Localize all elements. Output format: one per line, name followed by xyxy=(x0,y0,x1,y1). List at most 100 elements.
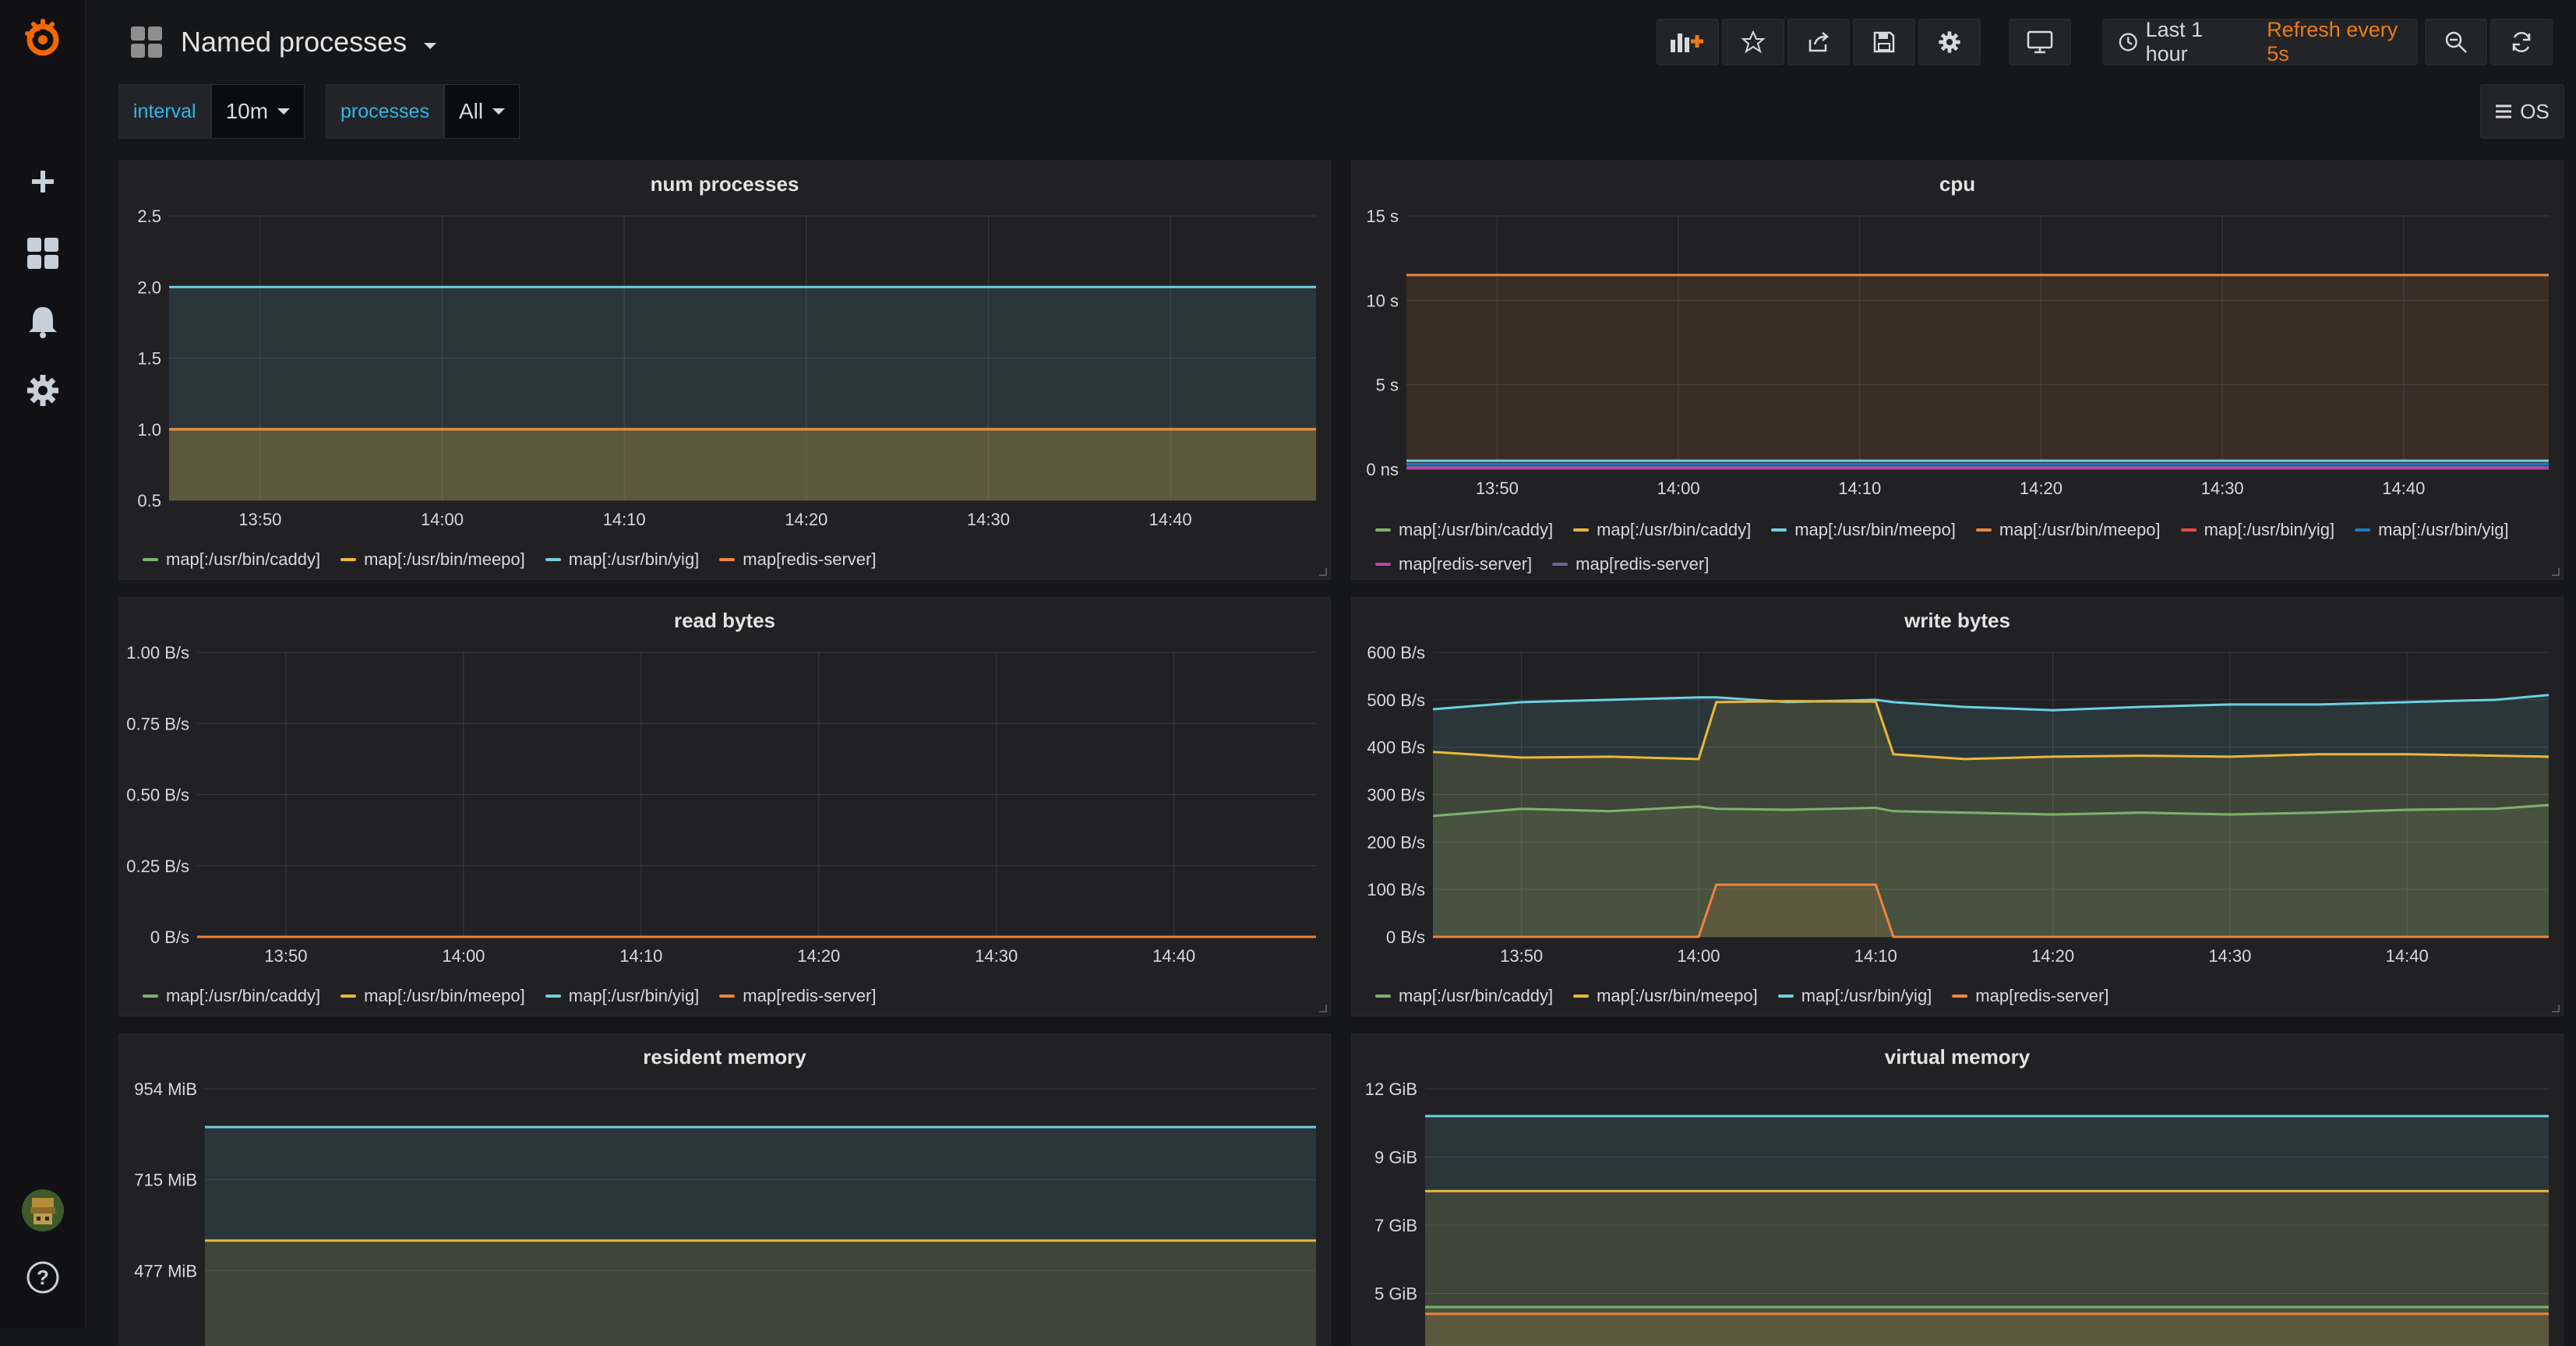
dashboard-title-button[interactable]: Named processes xyxy=(129,22,437,62)
chart[interactable]: 0 B/s 100 B/s 200 B/s 300 B/s 400 B/s 500 B/s… xyxy=(1352,598,2564,972)
zoom-out-button[interactable] xyxy=(2425,19,2487,65)
x-tick-label: 13:50 xyxy=(238,510,281,529)
legend-item[interactable]: map[redis-server] xyxy=(719,549,876,570)
resize-handle[interactable] xyxy=(1319,1005,1327,1012)
legend-item[interactable]: map[:/usr/bin/meepo] xyxy=(1771,520,1956,540)
x-tick-label: 14:30 xyxy=(2208,946,2251,966)
dashboard-title: Named processes xyxy=(181,26,408,58)
panel-title[interactable]: write bytes xyxy=(1904,609,2010,632)
gear-icon[interactable] xyxy=(0,363,86,418)
legend: map[:/usr/bin/caddy] map[:/usr/bin/meepo]… xyxy=(143,986,876,1006)
y-tick-label: 477 MiB xyxy=(134,1261,197,1281)
resize-handle[interactable] xyxy=(2552,1005,2560,1012)
panel-num-processes[interactable]: num processes 0.5 1.0 1.5 2.0 2.5 13:50 14:00 1… xyxy=(118,161,1331,580)
legend: map[:/usr/bin/caddy] map[:/usr/bin/meepo]… xyxy=(143,549,876,570)
panel-title[interactable]: resident memory xyxy=(643,1045,806,1069)
settings-button[interactable] xyxy=(1918,19,1981,65)
plus-icon[interactable] xyxy=(0,154,86,209)
x-tick-label: 14:40 xyxy=(1152,946,1195,966)
legend-item[interactable]: map[redis-server] xyxy=(1952,986,2108,1006)
legend-item[interactable]: map[redis-server] xyxy=(1552,554,1709,574)
legend-item[interactable]: map[:/usr/bin/caddy] xyxy=(143,549,320,570)
clock-icon xyxy=(2119,33,2137,51)
grafana-logo-icon[interactable] xyxy=(0,11,86,65)
legend-item[interactable]: map[:/usr/bin/yig] xyxy=(2355,520,2509,540)
series-line xyxy=(1432,694,2550,712)
legend-item[interactable]: map[:/usr/bin/yig] xyxy=(545,549,699,570)
avatar-icon[interactable] xyxy=(0,1183,86,1238)
refresh-button[interactable] xyxy=(2490,19,2553,65)
legend-swatch xyxy=(545,558,561,561)
legend-label: map[:/usr/bin/caddy] xyxy=(1399,986,1554,1005)
panel-cpu[interactable]: cpu 0 ns 5 s 10 s 15 s 13:50 14:00 14:10 14:20 1… xyxy=(1351,161,2564,580)
panel-title[interactable]: cpu xyxy=(1939,172,1976,196)
legend-item[interactable]: map[:/usr/bin/yig] xyxy=(545,986,699,1006)
x-tick-label: 14:20 xyxy=(2020,479,2063,498)
panel-title[interactable]: num processes xyxy=(650,172,799,196)
series-area xyxy=(169,287,1316,500)
legend-swatch xyxy=(341,994,357,998)
legend-item[interactable]: map[:/usr/bin/meepo] xyxy=(341,549,525,570)
legend-item[interactable]: map[:/usr/bin/caddy] xyxy=(143,986,320,1006)
legend-label: map[redis-server] xyxy=(1399,554,1533,574)
y-tick-label: 200 B/s xyxy=(1367,832,1425,852)
panel-read-bytes[interactable]: read bytes 0 B/s 0.25 B/s 0.50 B/s 0.75 B/s… xyxy=(118,597,1331,1016)
y-tick-label: 12 GiB xyxy=(1365,1079,1417,1099)
legend-item[interactable]: map[:/usr/bin/meepo] xyxy=(1975,520,2161,540)
add-panel-button[interactable] xyxy=(1657,19,1719,65)
legend-item[interactable]: map[redis-server] xyxy=(719,986,876,1006)
legend-label: map[:/usr/bin/yig] xyxy=(1801,986,1932,1005)
legend-swatch xyxy=(2355,528,2371,532)
legend-item[interactable]: map[:/usr/bin/meepo] xyxy=(1573,986,1758,1006)
cycle-view-mode-button[interactable] xyxy=(2009,19,2071,65)
series-line xyxy=(1432,700,2550,761)
legend-item[interactable]: map[:/usr/bin/caddy] xyxy=(1573,520,1751,540)
os-dashboard-link[interactable]: OS xyxy=(2480,84,2564,139)
legend-item[interactable]: map[:/usr/bin/caddy] xyxy=(1375,520,1553,540)
chart[interactable]: 0 B/s 0.25 B/s 0.50 B/s 0.75 B/s 1.00 B/s 13:… xyxy=(119,598,1332,972)
x-tick-label: 14:40 xyxy=(2386,946,2429,966)
y-tick-label: 0.5 xyxy=(137,491,161,510)
series-area xyxy=(1433,701,2549,937)
y-tick-label: 2.5 xyxy=(137,207,161,226)
legend-item[interactable]: map[:/usr/bin/yig] xyxy=(2180,520,2334,540)
legend-item[interactable]: map[:/usr/bin/yig] xyxy=(1777,986,1932,1006)
bell-icon[interactable] xyxy=(0,295,86,349)
chart[interactable]: 0.5 1.0 1.5 2.0 2.5 13:50 14:00 14:10 14:20 14:30… xyxy=(119,161,1332,535)
share-button[interactable] xyxy=(1787,19,1850,65)
variable-dropdown[interactable]: 10m xyxy=(210,84,305,139)
variable-dropdown[interactable]: All xyxy=(443,84,520,139)
legend-item[interactable]: map[redis-server] xyxy=(1375,554,1532,574)
time-range-label: Last 1 hour xyxy=(2145,18,2204,65)
y-tick-label: 715 MiB xyxy=(134,1171,197,1190)
star-button[interactable] xyxy=(1722,19,1784,65)
panel-title[interactable]: read bytes xyxy=(673,609,776,632)
legend-label: map[redis-server] xyxy=(1576,554,1710,574)
resize-handle[interactable] xyxy=(1319,568,1327,576)
gear-icon xyxy=(1939,31,1960,53)
resize-handle[interactable] xyxy=(2552,568,2560,576)
dashboard-grid-icon[interactable] xyxy=(0,226,86,281)
panel-title[interactable]: virtual memory xyxy=(1884,1045,2031,1069)
x-tick-label: 14:00 xyxy=(1657,479,1700,498)
variable-interval: interval 10m xyxy=(118,84,305,139)
y-tick-label: 7 GiB xyxy=(1374,1216,1417,1235)
legend-item[interactable]: map[:/usr/bin/caddy] xyxy=(1375,986,1553,1006)
legend-label: map[:/usr/bin/meepo] xyxy=(1999,520,2161,539)
legend-item[interactable]: map[:/usr/bin/meepo] xyxy=(341,986,525,1006)
question-icon[interactable]: ? xyxy=(0,1250,86,1305)
chart[interactable]: 0 ns 5 s 10 s 15 s 13:50 14:00 14:10 14:20 14:30… xyxy=(1352,161,2564,520)
panel-write-bytes[interactable]: write bytes 0 B/s 100 B/s 200 B/s 300 B/s 40… xyxy=(1351,597,2564,1016)
y-tick-label: 0 B/s xyxy=(150,927,189,947)
legend-swatch xyxy=(1777,994,1794,998)
legend-swatch xyxy=(1375,528,1391,532)
save-button[interactable] xyxy=(1853,19,1915,65)
y-tick-label: 0.75 B/s xyxy=(126,714,189,733)
x-tick-label: 14:30 xyxy=(967,510,1010,529)
series-area xyxy=(1425,1313,2549,1346)
time-picker-button[interactable]: Last 1 hour Refresh every 5s xyxy=(2102,18,2418,65)
